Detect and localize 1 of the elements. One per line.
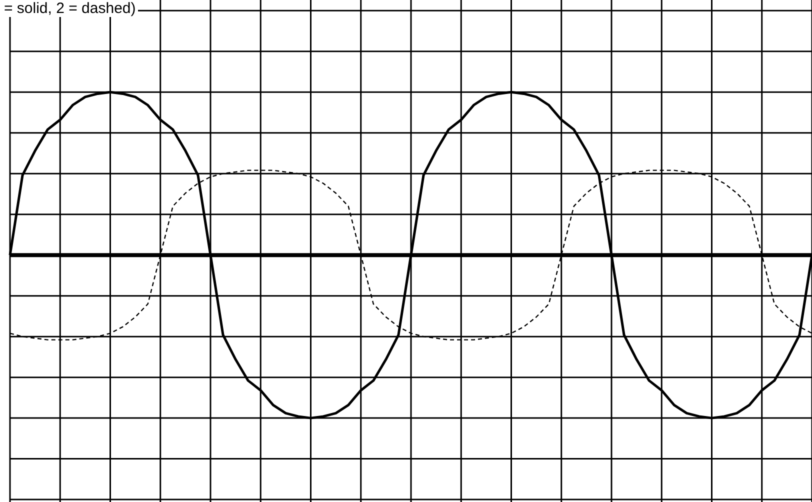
chart-title: = solid, 2 = dashed) <box>2 0 138 17</box>
